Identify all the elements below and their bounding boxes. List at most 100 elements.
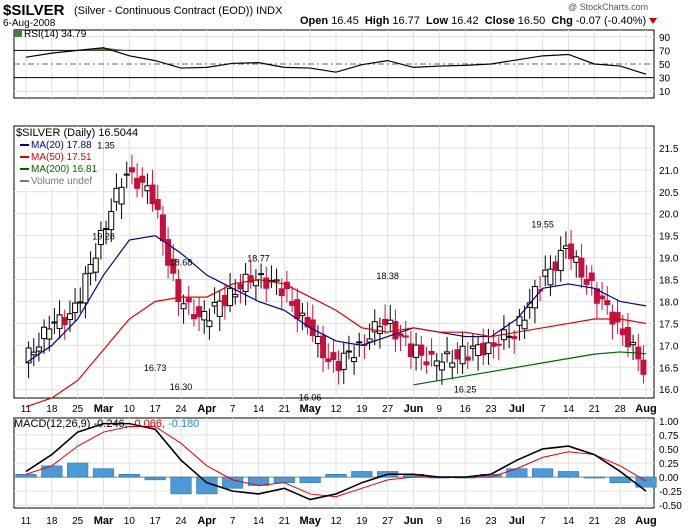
price-annotation: 18.68 bbox=[170, 258, 193, 268]
x-tick-label: 28 bbox=[615, 404, 627, 415]
macd-histogram-bar bbox=[557, 471, 580, 478]
candle-body bbox=[216, 300, 223, 317]
candle-body bbox=[196, 306, 203, 318]
watermark: @ StockCharts.com bbox=[568, 2, 649, 12]
x-tick-label: 18 bbox=[46, 516, 58, 527]
series-line-ma20 bbox=[25, 235, 647, 364]
candle-body bbox=[273, 279, 280, 282]
legend-swatch bbox=[20, 180, 29, 183]
x-tick-label: 11 bbox=[21, 516, 32, 527]
candle-body bbox=[485, 342, 492, 355]
x-tick-label: Jul bbox=[509, 403, 525, 415]
macd-tick-label: 0.50 bbox=[659, 445, 679, 456]
candle-body bbox=[469, 345, 476, 349]
high-label: High bbox=[364, 15, 390, 27]
x-tick-label: 28 bbox=[615, 516, 627, 527]
macd-histogram-bar bbox=[299, 476, 321, 483]
candle-body bbox=[413, 344, 420, 358]
price-tick-label: 20.0 bbox=[659, 210, 679, 221]
candle-body bbox=[180, 303, 187, 310]
candle-body bbox=[30, 351, 37, 356]
candle-body bbox=[438, 361, 445, 371]
rsi-tick-label: 50 bbox=[659, 60, 671, 71]
candle-body bbox=[61, 316, 68, 325]
x-tick-label: 9 bbox=[437, 516, 443, 527]
chg-label: Chg bbox=[551, 15, 573, 27]
candle-body bbox=[475, 344, 482, 356]
low-value: 16.42 bbox=[451, 15, 479, 27]
macd-legend-hist: -0.180 bbox=[168, 418, 200, 430]
x-tick-label: Jun bbox=[404, 515, 424, 527]
legend-swatch bbox=[20, 168, 29, 171]
price-legend-title: $SILVER (Daily) 16.50 bbox=[16, 127, 126, 139]
macd-histogram-bar bbox=[92, 468, 115, 478]
candle-body bbox=[599, 295, 606, 300]
candle-body bbox=[325, 358, 332, 362]
x-tick-label: 21 bbox=[589, 404, 601, 415]
price-annotation: 21.35 bbox=[92, 141, 115, 151]
candle-body bbox=[356, 341, 363, 344]
candle-body bbox=[552, 261, 559, 271]
x-tick-label: 11 bbox=[21, 404, 32, 415]
candle-body bbox=[227, 287, 234, 307]
macd-histogram-bar bbox=[41, 465, 63, 478]
high-value: 16.77 bbox=[392, 15, 420, 27]
candle-body bbox=[242, 273, 249, 293]
candle-body bbox=[480, 342, 487, 356]
candle-body bbox=[619, 328, 626, 336]
price-annotation: 16.25 bbox=[454, 384, 477, 394]
x-tick-label: 21 bbox=[279, 516, 291, 527]
candle-body bbox=[108, 211, 115, 231]
macd-legend-macd: -0.246, bbox=[93, 418, 128, 430]
candle-body bbox=[263, 277, 270, 289]
candle-body bbox=[542, 269, 549, 277]
x-tick-label: 16 bbox=[460, 404, 472, 415]
macd-histogram-bar bbox=[222, 476, 244, 489]
candle-body bbox=[578, 257, 585, 278]
ma-legend: MA(20) 17.88 MA(50) 17.51 MA(200) 16.81 Vol… bbox=[20, 140, 98, 188]
macd-histogram-bar bbox=[170, 476, 192, 495]
candle-body bbox=[103, 228, 110, 231]
rsi-tick-label: 30 bbox=[659, 74, 671, 85]
candle-body bbox=[640, 359, 647, 375]
x-tick-label: 14 bbox=[563, 404, 575, 415]
macd-tick-label: -0.25 bbox=[659, 487, 682, 498]
x-tick-label: Apr bbox=[197, 403, 217, 415]
candle-body bbox=[402, 335, 409, 338]
macd-histogram-bar bbox=[635, 476, 657, 488]
legend-label: MA(20) 17.88 bbox=[31, 140, 92, 151]
candle-body bbox=[444, 351, 451, 355]
candle-body bbox=[330, 352, 337, 361]
price-tick-label: 19.5 bbox=[659, 232, 679, 243]
candle-body bbox=[418, 344, 425, 356]
x-tick-label: 14 bbox=[253, 404, 265, 415]
rsi-tick-label: 70 bbox=[659, 46, 671, 57]
legend-label: MA(50) 17.51 bbox=[31, 152, 92, 163]
x-tick-label: 24 bbox=[175, 404, 187, 415]
candle-body bbox=[66, 313, 73, 321]
ma-legend-item: MA(200) 16.81 bbox=[20, 164, 97, 176]
candle-body bbox=[351, 357, 358, 363]
x-tick-label: Jul bbox=[509, 515, 525, 527]
candle-body bbox=[247, 275, 254, 283]
x-tick-label: 10 bbox=[124, 516, 136, 527]
candle-body bbox=[433, 360, 440, 367]
x-tick-label: 18 bbox=[46, 404, 58, 415]
price-tick-label: 17.0 bbox=[659, 341, 679, 352]
candle-body bbox=[190, 314, 197, 320]
x-tick-label: 9 bbox=[437, 404, 443, 415]
rsi-line bbox=[25, 47, 647, 75]
macd-signal-line bbox=[25, 425, 647, 498]
price-tick-label: 21.5 bbox=[659, 144, 679, 155]
candle-body bbox=[149, 184, 156, 205]
low-label: Low bbox=[426, 15, 449, 27]
candle-body bbox=[397, 333, 404, 337]
x-tick-label: 19 bbox=[356, 404, 368, 415]
candle-body bbox=[299, 312, 306, 317]
candle-body bbox=[604, 300, 611, 305]
macd-histogram-bar bbox=[118, 474, 140, 478]
candle-body bbox=[278, 288, 285, 297]
candle-body bbox=[382, 318, 389, 326]
x-tick-label: 25 bbox=[72, 516, 84, 527]
candle-body bbox=[232, 293, 239, 298]
